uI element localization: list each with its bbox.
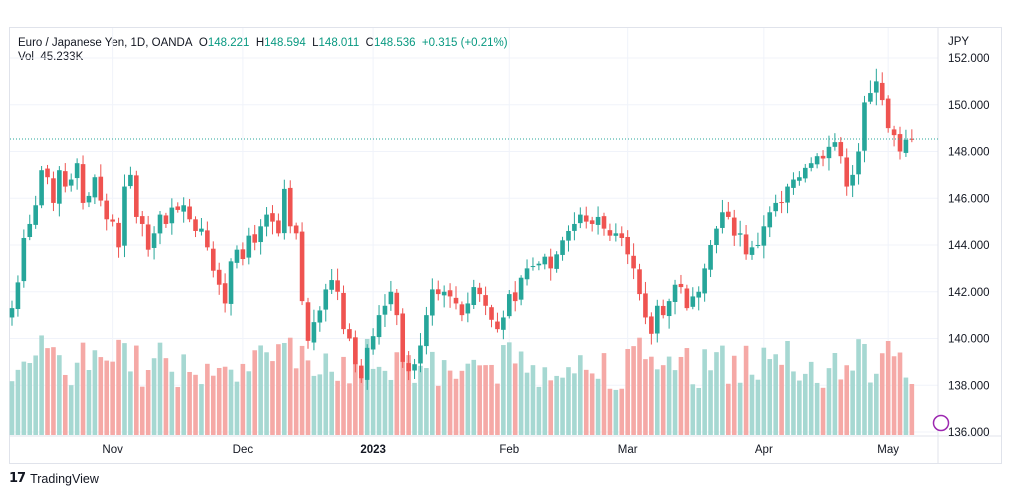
open-value: 148.221 bbox=[207, 37, 250, 49]
open-label: O bbox=[198, 37, 208, 49]
close-label: C bbox=[365, 37, 374, 49]
tradingview-logo-icon[interactable]: 17 bbox=[9, 471, 26, 486]
chart-legend: Euro / Japanese Yen, 1D, OANDA O148.221 … bbox=[18, 35, 508, 51]
volume-legend: Vol 45.233K bbox=[18, 51, 83, 63]
change-value: +0.315 (+0.21%) bbox=[421, 37, 508, 49]
high-value: 148.594 bbox=[264, 37, 306, 49]
close-value: 148.536 bbox=[373, 37, 416, 49]
volume-value: 45.233K bbox=[40, 51, 84, 63]
high-label: H bbox=[255, 37, 265, 49]
symbol-title[interactable]: Euro / Japanese Yen, 1D, OANDA bbox=[18, 37, 193, 49]
low-label: L bbox=[312, 37, 319, 49]
footer: 17 TradingView bbox=[9, 471, 99, 486]
brand-name[interactable]: TradingView bbox=[30, 471, 99, 486]
low-value: 148.011 bbox=[318, 37, 360, 49]
volume-label[interactable]: Vol bbox=[18, 51, 34, 63]
chart-frame bbox=[9, 27, 1002, 464]
